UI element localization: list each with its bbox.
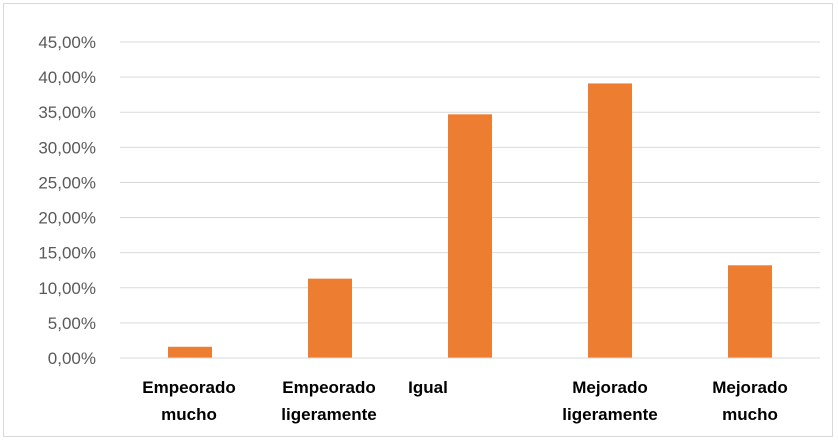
- x-category-label-line: ligeramente: [562, 405, 657, 424]
- bar: [168, 346, 212, 358]
- chart-frame: [3, 3, 833, 437]
- x-category-label-line: ligeramente: [281, 405, 376, 424]
- y-tick-label: 0,00%: [48, 349, 96, 368]
- x-category-label-line: mucho: [161, 405, 217, 424]
- y-tick-label: 10,00%: [38, 279, 96, 298]
- bar: [448, 114, 492, 358]
- x-category-label: Empeorado mucho: [142, 378, 236, 424]
- x-category-label-line: Mejorado: [572, 378, 648, 397]
- bar: [308, 278, 352, 358]
- y-tick-label: 30,00%: [38, 138, 96, 157]
- x-category-label-line: Empeorado: [282, 378, 376, 397]
- y-tick-label: 15,00%: [38, 244, 96, 263]
- x-category-label: Empeorado ligeramente: [281, 378, 376, 424]
- bar: [588, 83, 632, 358]
- y-tick-label: 20,00%: [38, 209, 96, 228]
- x-axis-category-labels: Empeorado mucho Empeorado ligeramente Igual M…: [142, 378, 788, 424]
- x-category-label-line: mucho: [722, 405, 778, 424]
- y-tick-label: 5,00%: [48, 314, 96, 333]
- y-tick-label: 45,00%: [38, 33, 96, 52]
- x-category-label: Igual: [408, 378, 448, 397]
- x-category-label-line: Empeorado: [142, 378, 236, 397]
- y-tick-label: 35,00%: [38, 103, 96, 122]
- y-tick-label: 40,00%: [38, 68, 96, 87]
- y-tick-label: 25,00%: [38, 173, 96, 192]
- x-category-label: Mejorado ligeramente: [562, 378, 657, 424]
- x-category-label-line: Igual: [408, 378, 448, 397]
- bars: [168, 83, 772, 358]
- bar: [728, 265, 772, 358]
- x-category-label-line: Mejorado: [712, 378, 788, 397]
- x-category-label: Mejorado mucho: [712, 378, 788, 424]
- y-axis-tick-labels: 0,00% 5,00% 10,00% 15,00% 20,00% 25,00% 30,00%…: [38, 33, 96, 368]
